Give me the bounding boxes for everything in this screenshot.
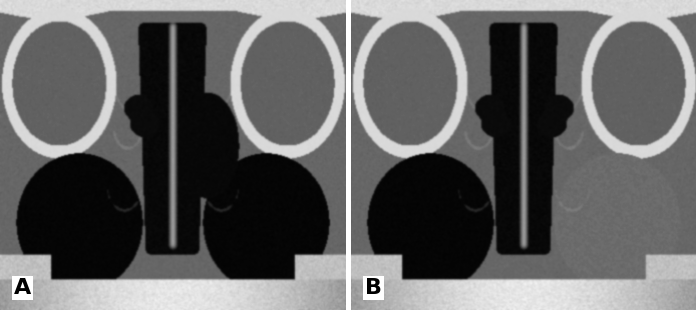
- Text: A: A: [14, 278, 31, 298]
- Text: B: B: [365, 278, 381, 298]
